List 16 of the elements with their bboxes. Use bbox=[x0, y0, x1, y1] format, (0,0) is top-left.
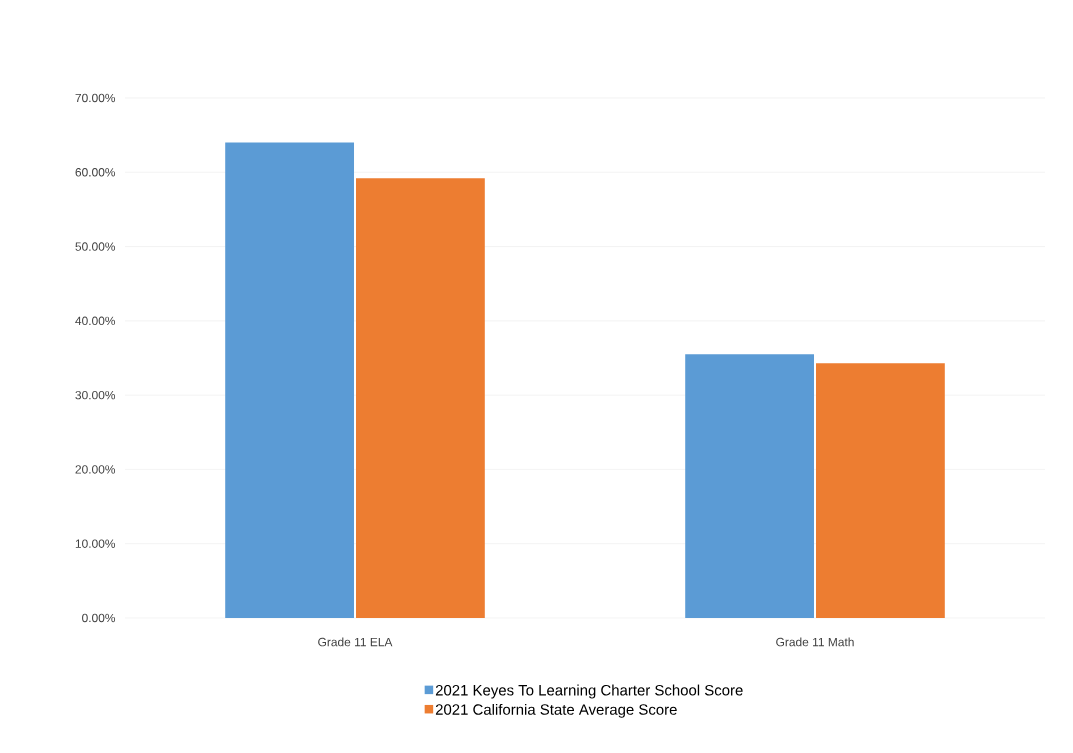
y-tick-label: 30.00% bbox=[75, 390, 116, 400]
y-tick-label: 40.00% bbox=[75, 316, 116, 326]
bar bbox=[225, 142, 355, 618]
legend-label: 2021 Keyes To Learning Charter School Score bbox=[435, 684, 743, 699]
x-tick-label: Grade 11 ELA bbox=[318, 637, 393, 647]
bar bbox=[816, 363, 945, 618]
y-tick-label: 20.00% bbox=[75, 465, 116, 474]
bar bbox=[685, 354, 815, 618]
y-tick-label: 60.00% bbox=[75, 168, 116, 177]
y-tick-label: 50.00% bbox=[75, 242, 116, 251]
y-tick-label: 70.00% bbox=[75, 93, 116, 103]
y-tick-label: 0.00% bbox=[82, 613, 116, 623]
bar bbox=[356, 178, 485, 618]
legend-label: 2021 California State Average Score bbox=[435, 703, 677, 718]
x-tick-label: Grade 11 Math bbox=[776, 637, 854, 647]
y-tick-label: 10.00% bbox=[75, 539, 116, 548]
